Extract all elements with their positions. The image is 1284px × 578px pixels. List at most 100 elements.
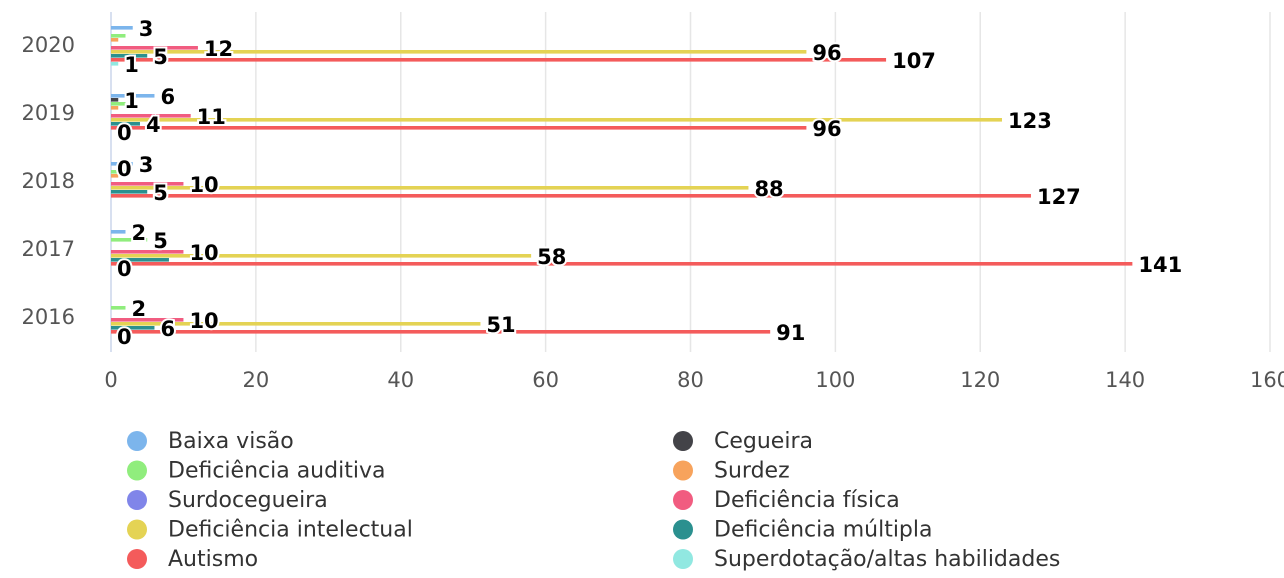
data-label: 107: [892, 49, 936, 73]
data-label: 0: [117, 121, 132, 145]
data-label: 96: [812, 117, 841, 141]
data-label: 0: [117, 257, 132, 281]
bar: [111, 114, 191, 118]
x-tick-label: 80: [677, 368, 704, 392]
legend-label: Autismo: [168, 547, 258, 572]
legend-marker: [127, 490, 147, 510]
bar: [111, 26, 133, 30]
legend-marker: [127, 549, 147, 569]
data-label: 127: [1037, 185, 1081, 209]
data-label: 96: [812, 41, 841, 65]
data-label: 5: [153, 181, 168, 205]
x-tick-label: 20: [243, 368, 270, 392]
bar: [111, 250, 184, 254]
data-label: 1: [124, 89, 139, 113]
y-tick-label: 2020: [22, 33, 75, 57]
bar: [111, 258, 169, 262]
legend-label: Deficiência intelectual: [168, 518, 413, 543]
legend-marker: [673, 519, 693, 540]
bar: [111, 186, 749, 190]
legend-label: Deficiência auditiva: [168, 459, 385, 484]
y-tick-label: 2018: [22, 169, 75, 193]
bar: [111, 306, 126, 310]
data-label: 6: [160, 317, 175, 341]
bar: [111, 58, 887, 62]
x-tick-label: 160: [1250, 368, 1284, 392]
x-tick-label: 40: [387, 368, 414, 392]
data-label: 5: [153, 45, 168, 69]
bar: [111, 318, 184, 322]
x-tick-label: 60: [532, 368, 559, 392]
bar: [111, 182, 184, 186]
data-label: 1: [124, 53, 139, 77]
bar: [111, 194, 1031, 198]
bar: [111, 170, 126, 174]
data-label: 0: [117, 157, 132, 181]
bar: [111, 262, 1133, 266]
bar: [111, 254, 532, 258]
bar: [111, 98, 119, 102]
bar: [111, 34, 126, 38]
data-label: 6: [160, 85, 175, 109]
bar: [111, 94, 155, 98]
bar: [111, 102, 126, 106]
bar: [111, 238, 148, 242]
x-tick-label: 0: [104, 368, 117, 392]
bar: [111, 106, 119, 110]
bar: [111, 46, 198, 50]
bar: [111, 230, 126, 234]
bar: [111, 118, 1002, 122]
data-label: 141: [1138, 253, 1182, 277]
data-label: 3: [139, 17, 154, 41]
data-label: 11: [197, 105, 226, 129]
data-label: 0: [117, 325, 132, 349]
x-tick-label: 140: [1105, 368, 1145, 392]
legend-label: Superdotação/altas habilidades: [714, 547, 1060, 572]
x-tick-label: 100: [815, 368, 855, 392]
y-tick-label: 2019: [22, 101, 75, 125]
bar: [111, 122, 140, 126]
bar: [111, 174, 119, 178]
legend-marker: [127, 519, 147, 540]
data-label: 10: [189, 173, 218, 197]
y-tick-label: 2017: [22, 237, 75, 261]
legend-label: Deficiência múltipla: [714, 518, 933, 543]
data-label: 2: [131, 221, 146, 245]
data-label: 123: [1008, 109, 1052, 133]
data-label: 10: [189, 241, 218, 265]
legend-label: Deficiência física: [714, 488, 900, 513]
data-label: 91: [776, 321, 805, 345]
y-tick-label: 2016: [22, 305, 75, 329]
bar: [111, 330, 771, 334]
legend-label: Surdez: [714, 459, 790, 484]
bar: [111, 50, 807, 54]
legend-label: Cegueira: [714, 429, 813, 454]
legend-marker: [673, 460, 693, 481]
bar: [111, 38, 119, 42]
bar: [111, 54, 148, 58]
legend-marker: [127, 460, 147, 481]
bar: [111, 62, 119, 66]
bar: [111, 322, 481, 326]
data-label: 3: [139, 153, 154, 177]
legend-marker: [127, 431, 147, 451]
data-label: 88: [754, 177, 783, 201]
legend-marker: [673, 490, 693, 510]
bar: [111, 162, 133, 166]
data-label: 4: [146, 113, 161, 137]
bar: [111, 126, 807, 130]
data-label: 2: [131, 297, 146, 321]
bar: [111, 190, 148, 194]
legend-marker: [673, 549, 693, 569]
bar: [111, 326, 155, 330]
data-label: 58: [537, 245, 566, 269]
data-label: 10: [189, 309, 218, 333]
data-label: 51: [486, 313, 515, 337]
data-label: 12: [204, 37, 233, 61]
legend-marker: [673, 431, 693, 451]
legend-label: Baixa visão: [168, 429, 294, 454]
data-label: 5: [153, 229, 168, 253]
legend-label: Surdocegueira: [168, 488, 328, 513]
x-tick-label: 120: [960, 368, 1000, 392]
